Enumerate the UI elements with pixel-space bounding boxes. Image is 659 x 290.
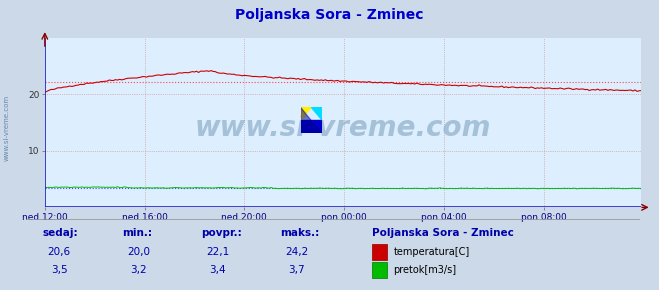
Text: pretok[m3/s]: pretok[m3/s] bbox=[393, 265, 457, 275]
Text: temperatura[C]: temperatura[C] bbox=[393, 247, 470, 257]
Text: Poljanska Sora - Zminec: Poljanska Sora - Zminec bbox=[372, 228, 514, 238]
Text: www.si-vreme.com: www.si-vreme.com bbox=[195, 114, 491, 142]
Text: 20,0: 20,0 bbox=[127, 247, 150, 257]
Polygon shape bbox=[301, 107, 322, 133]
Text: www.si-vreme.com: www.si-vreme.com bbox=[3, 95, 10, 161]
Text: 24,2: 24,2 bbox=[285, 247, 308, 257]
Text: 20,6: 20,6 bbox=[47, 247, 71, 257]
Polygon shape bbox=[301, 120, 322, 133]
Text: 3,4: 3,4 bbox=[209, 265, 226, 275]
Text: sedaj:: sedaj: bbox=[43, 228, 78, 238]
Text: min.:: min.: bbox=[122, 228, 152, 238]
Polygon shape bbox=[311, 107, 322, 120]
Polygon shape bbox=[301, 107, 311, 120]
Text: 22,1: 22,1 bbox=[206, 247, 229, 257]
Text: 3,2: 3,2 bbox=[130, 265, 147, 275]
Text: 3,7: 3,7 bbox=[288, 265, 305, 275]
Text: 3,5: 3,5 bbox=[51, 265, 68, 275]
Text: maks.:: maks.: bbox=[280, 228, 320, 238]
Text: Poljanska Sora - Zminec: Poljanska Sora - Zminec bbox=[235, 8, 424, 22]
Text: povpr.:: povpr.: bbox=[201, 228, 242, 238]
